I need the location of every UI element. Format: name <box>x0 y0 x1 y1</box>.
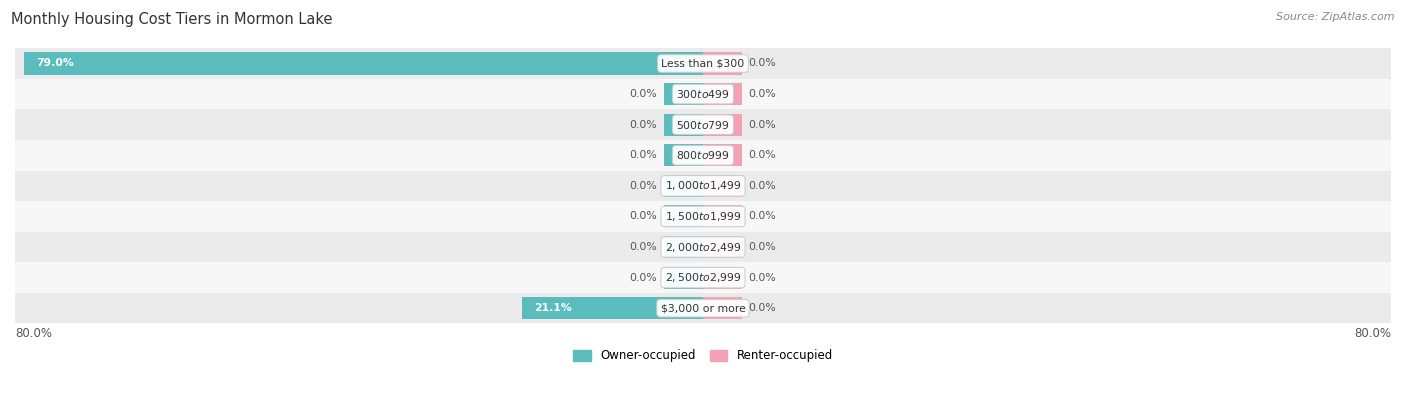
Bar <box>703 236 742 258</box>
Bar <box>703 266 742 288</box>
Text: 0.0%: 0.0% <box>630 120 658 129</box>
Bar <box>0 79 1406 110</box>
Text: 0.0%: 0.0% <box>748 242 776 252</box>
Bar <box>664 114 703 136</box>
Text: 0.0%: 0.0% <box>748 211 776 222</box>
Bar <box>703 144 742 166</box>
Text: 0.0%: 0.0% <box>748 120 776 129</box>
Text: 0.0%: 0.0% <box>748 181 776 191</box>
Text: 79.0%: 79.0% <box>37 59 75 68</box>
Bar <box>522 297 703 319</box>
Bar <box>0 293 1406 323</box>
Text: $2,500 to $2,999: $2,500 to $2,999 <box>665 271 741 284</box>
Bar <box>664 144 703 166</box>
Bar <box>0 110 1406 140</box>
Bar <box>664 83 703 105</box>
Text: $300 to $499: $300 to $499 <box>676 88 730 100</box>
Text: 0.0%: 0.0% <box>748 59 776 68</box>
Text: 21.1%: 21.1% <box>534 303 572 313</box>
Bar <box>0 232 1406 262</box>
Text: 0.0%: 0.0% <box>630 211 658 222</box>
Text: $800 to $999: $800 to $999 <box>676 149 730 161</box>
Text: 80.0%: 80.0% <box>1354 327 1391 339</box>
Bar <box>703 175 742 197</box>
Bar <box>0 171 1406 201</box>
Text: 0.0%: 0.0% <box>748 273 776 283</box>
Text: Source: ZipAtlas.com: Source: ZipAtlas.com <box>1277 12 1395 22</box>
Text: 0.0%: 0.0% <box>630 181 658 191</box>
Text: $3,000 or more: $3,000 or more <box>661 303 745 313</box>
Bar <box>703 205 742 227</box>
Text: 80.0%: 80.0% <box>15 327 52 339</box>
Text: 0.0%: 0.0% <box>748 89 776 99</box>
Text: $500 to $799: $500 to $799 <box>676 119 730 131</box>
Bar <box>0 262 1406 293</box>
Text: $1,000 to $1,499: $1,000 to $1,499 <box>665 179 741 192</box>
Bar <box>664 266 703 288</box>
Text: 0.0%: 0.0% <box>630 242 658 252</box>
Bar <box>703 114 742 136</box>
Bar <box>664 175 703 197</box>
Bar <box>664 236 703 258</box>
Bar <box>703 52 742 75</box>
Text: $1,500 to $1,999: $1,500 to $1,999 <box>665 210 741 223</box>
Text: $2,000 to $2,499: $2,000 to $2,499 <box>665 241 741 254</box>
Text: Monthly Housing Cost Tiers in Mormon Lake: Monthly Housing Cost Tiers in Mormon Lak… <box>11 12 333 27</box>
Legend: Owner-occupied, Renter-occupied: Owner-occupied, Renter-occupied <box>568 345 838 367</box>
Text: 0.0%: 0.0% <box>630 89 658 99</box>
Bar <box>703 83 742 105</box>
Text: 0.0%: 0.0% <box>630 150 658 160</box>
Text: 0.0%: 0.0% <box>748 303 776 313</box>
Bar <box>703 297 742 319</box>
Bar <box>664 205 703 227</box>
Bar <box>0 201 1406 232</box>
Bar <box>0 140 1406 171</box>
Bar <box>24 52 703 75</box>
Text: Less than $300: Less than $300 <box>661 59 745 68</box>
Text: 0.0%: 0.0% <box>630 273 658 283</box>
Bar <box>0 48 1406 79</box>
Text: 0.0%: 0.0% <box>748 150 776 160</box>
